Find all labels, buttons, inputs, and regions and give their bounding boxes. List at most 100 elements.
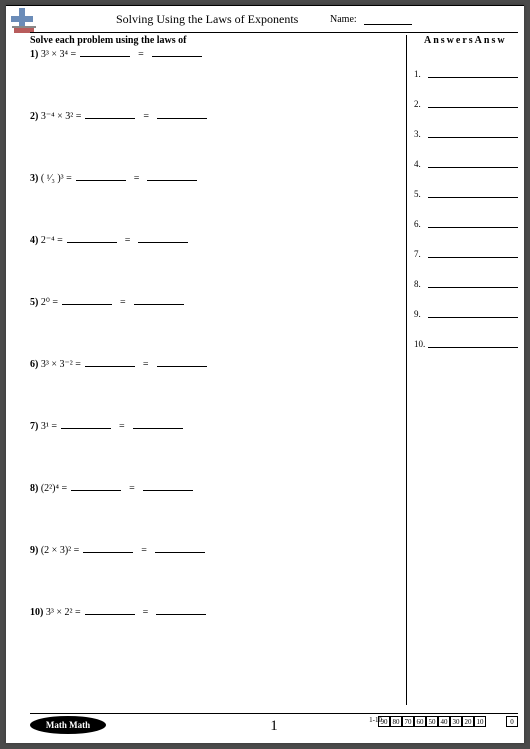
equals-sign: =: [129, 483, 135, 494]
score-boxes: 9080706050403020100: [378, 716, 518, 727]
brand-text: Math Math: [46, 720, 90, 730]
name-label: Name:: [330, 14, 357, 25]
answer-blank-2[interactable]: [157, 118, 207, 119]
answer-blank-1[interactable]: [85, 614, 135, 615]
equals-sign: =: [120, 297, 126, 308]
problem-number: 7): [30, 421, 38, 432]
equals-sign: =: [143, 359, 149, 370]
answer-number: 6.: [414, 219, 421, 229]
problem-expression: ( ¹⁄₃ )³ =: [41, 173, 72, 184]
problem-row: 6) 3³ × 3⁻² = =: [30, 359, 410, 421]
answer-number: 10.: [414, 339, 425, 349]
problem-row: 4) 2⁻⁴ ==: [30, 235, 410, 297]
answer-number: 2.: [414, 99, 421, 109]
problem-row: 3) ( ¹⁄₃ )³ = =: [30, 173, 410, 235]
problem-number: 4): [30, 235, 38, 246]
answer-blank-1[interactable]: [61, 428, 111, 429]
worksheet-page: Solving Using the Laws of Exponents Name…: [6, 5, 524, 743]
answer-number: 7.: [414, 249, 421, 259]
answer-number: 1.: [414, 69, 421, 79]
answer-blank-2[interactable]: [143, 490, 193, 491]
equals-sign: =: [125, 235, 131, 246]
problem-expression: 2⁰ =: [41, 297, 58, 308]
answer-row: 8.: [414, 269, 524, 299]
answer-blank-2[interactable]: [155, 552, 205, 553]
answer-blank-2[interactable]: [138, 242, 188, 243]
answer-blank-2[interactable]: [157, 366, 207, 367]
answer-blank-1[interactable]: [83, 552, 133, 553]
answer-blank-1[interactable]: [85, 366, 135, 367]
answer-blank[interactable]: [428, 197, 518, 198]
answer-row: 5.: [414, 179, 524, 209]
answer-blank-1[interactable]: [85, 118, 135, 119]
equals-sign: =: [138, 49, 144, 60]
score-box: 30: [450, 716, 462, 727]
answer-row: 1.: [414, 59, 524, 89]
problem-row: 7) 3¹ = =: [30, 421, 410, 483]
problem-number: 6): [30, 359, 38, 370]
answer-blank[interactable]: [428, 257, 518, 258]
score-box: 10: [474, 716, 486, 727]
answer-blank[interactable]: [428, 227, 518, 228]
problem-number: 9): [30, 545, 38, 556]
answer-blank-1[interactable]: [71, 490, 121, 491]
page-number: 1: [270, 718, 278, 735]
equals-sign: =: [143, 111, 149, 122]
problem-expression: 3³ × 3⁻² =: [41, 359, 81, 370]
problem-number: 2): [30, 111, 38, 122]
answer-number: 9.: [414, 309, 421, 319]
answer-number: 5.: [414, 189, 421, 199]
brand-badge: Math Math: [30, 716, 110, 739]
answer-blank-2[interactable]: [152, 56, 202, 57]
answer-blank[interactable]: [428, 317, 518, 318]
problem-row: 10) 3³ × 2² ==: [30, 607, 410, 669]
answer-row: 4.: [414, 149, 524, 179]
equals-sign: =: [141, 545, 147, 556]
answer-blank-1[interactable]: [62, 304, 112, 305]
score-box: 0: [506, 716, 518, 727]
name-blank[interactable]: [364, 24, 412, 25]
instructions: Solve each problem using the laws of: [30, 35, 187, 46]
answer-blank[interactable]: [428, 347, 518, 348]
header: Solving Using the Laws of Exponents Name…: [6, 5, 524, 33]
problem-row: 2) 3⁻⁴ × 3² ==: [30, 111, 410, 173]
score-box: 60: [414, 716, 426, 727]
worksheet-title: Solving Using the Laws of Exponents: [116, 12, 298, 27]
answer-blank-1[interactable]: [76, 180, 126, 181]
answers-header: AnswersAnsw: [424, 35, 524, 46]
answer-row: 7.: [414, 239, 524, 269]
answer-blank[interactable]: [428, 77, 518, 78]
answer-blank-2[interactable]: [156, 614, 206, 615]
equals-sign: =: [119, 421, 125, 432]
answer-number: 8.: [414, 279, 421, 289]
problem-expression: 3³ × 2² =: [46, 607, 81, 618]
answer-blank[interactable]: [428, 107, 518, 108]
score-box: 80: [390, 716, 402, 727]
answer-blank-2[interactable]: [133, 428, 183, 429]
problem-row: 1) 3³ × 3⁴ ==: [30, 49, 410, 111]
problem-number: 8): [30, 483, 38, 494]
problem-number: 3): [30, 173, 38, 184]
equals-sign: =: [143, 607, 149, 618]
answer-blank[interactable]: [428, 167, 518, 168]
answer-row: 3.: [414, 119, 524, 149]
answer-row: 6.: [414, 209, 524, 239]
answer-blank-1[interactable]: [67, 242, 117, 243]
answer-blank-1[interactable]: [80, 56, 130, 57]
answer-blank-2[interactable]: [147, 180, 197, 181]
problem-expression: 3¹ =: [41, 421, 57, 432]
problem-number: 5): [30, 297, 38, 308]
answer-row: 2.: [414, 89, 524, 119]
answer-blank-2[interactable]: [134, 304, 184, 305]
score-box: 70: [402, 716, 414, 727]
answer-blank[interactable]: [428, 287, 518, 288]
footer: Math Math 1 1-10 9080706050403020100: [30, 713, 518, 735]
problems-column: 1) 3³ × 3⁴ ==2) 3⁻⁴ × 3² ==3) ( ¹⁄₃ )³ =…: [30, 49, 410, 669]
problem-number: 1): [30, 49, 38, 60]
equals-sign: =: [134, 173, 140, 184]
answer-row: 9.: [414, 299, 524, 329]
problem-expression: (2²)⁴ =: [41, 483, 67, 494]
answer-number: 4.: [414, 159, 421, 169]
score-box: 90: [378, 716, 390, 727]
answer-blank[interactable]: [428, 137, 518, 138]
